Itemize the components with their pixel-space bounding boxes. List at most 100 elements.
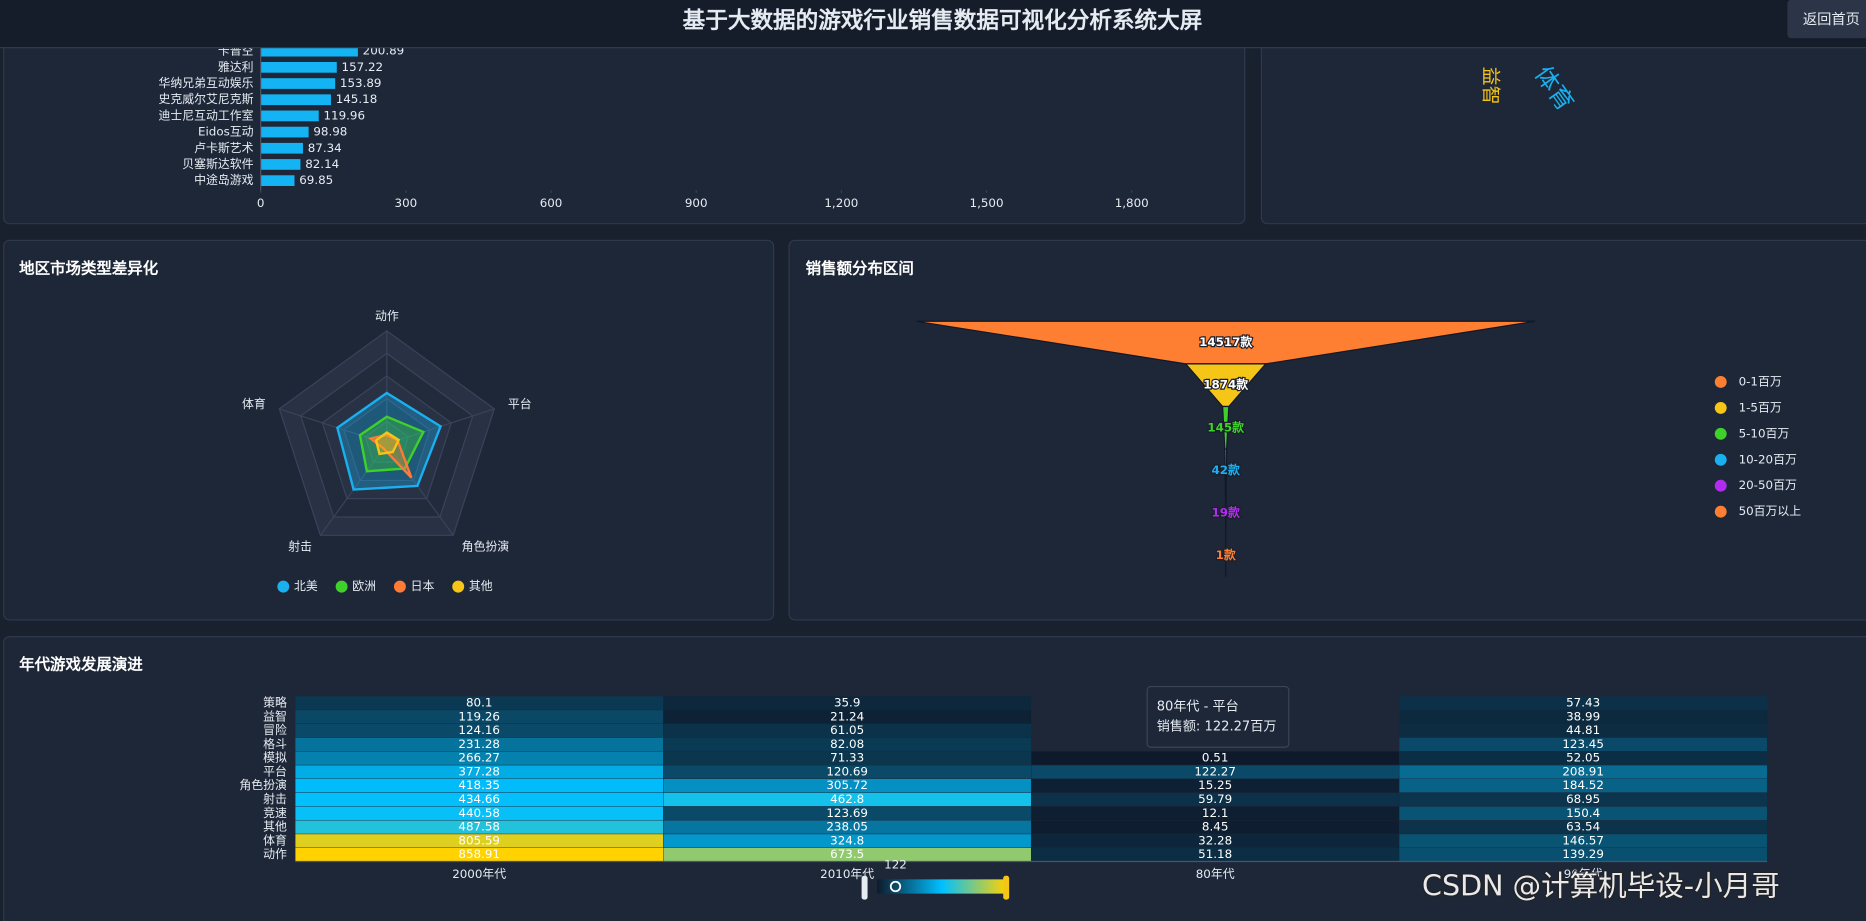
word: 益智 (1479, 67, 1501, 105)
bar (260, 110, 319, 122)
x-tick-label: 80年代 (1196, 867, 1235, 881)
bar (260, 142, 303, 154)
cell-label: 15.25 (1198, 778, 1232, 792)
y-tick-label: 贝塞斯达软件 (182, 157, 253, 171)
cell-label: 35.9 (834, 695, 860, 709)
cell-label: 146.57 (1562, 833, 1604, 847)
x-tick-label: 2000年代 (452, 867, 506, 881)
cell-label: 377.28 (458, 764, 500, 778)
y-tick-label: 角色扮演 (239, 778, 287, 792)
page-title: 基于大数据的游戏行业销售数据可视化分析系统大屏 (683, 7, 1203, 34)
legend-label: 欧洲 (352, 579, 376, 593)
radar-indicator-label: 角色扮演 (462, 539, 510, 553)
legend-marker (1714, 453, 1727, 466)
cell-label: 51.18 (1198, 847, 1232, 861)
cell-label: 21.24 (830, 709, 864, 723)
bar (260, 175, 295, 186)
cell-label: 44.81 (1566, 723, 1600, 737)
radar-indicator-label: 平台 (508, 397, 532, 411)
x-tick-label: 900 (685, 196, 708, 210)
y-tick-label: 格斗 (263, 737, 287, 751)
funnel-label: 145款 (1207, 420, 1244, 434)
cell-label: 122.27 (1194, 764, 1236, 778)
radar-area (336, 391, 443, 491)
visual-map-handle (1003, 875, 1010, 900)
tooltip-line: 80年代 - 平台 (1157, 698, 1239, 714)
y-tick-label: 模拟 (263, 751, 287, 765)
radar-indicator-label: 射击 (288, 539, 312, 553)
cell-label: 266.27 (458, 751, 500, 765)
funnel-label: 19款 (1212, 505, 1241, 519)
bar (260, 78, 336, 89)
back-button-label[interactable]: 返回首页 (1803, 11, 1860, 28)
cell-label: 139.29 (1562, 847, 1604, 861)
cell-label: 123.69 (826, 806, 868, 820)
x-tick-label: 0 (257, 196, 265, 210)
bar-value-label: 98.98 (313, 125, 347, 139)
x-tick-label: 300 (395, 196, 418, 210)
y-tick-label: 竞速 (263, 806, 287, 820)
panel-title: 销售额分布区间 (806, 258, 914, 277)
legend-marker (1714, 505, 1727, 518)
funnel-label: 14517款 (1199, 335, 1252, 349)
cell-label: 184.52 (1562, 778, 1604, 792)
cell-label: 120.69 (826, 764, 868, 778)
legend-label: 北美 (294, 579, 318, 593)
legend-marker (1714, 479, 1727, 492)
funnel-panel (788, 239, 1866, 621)
y-tick-label: 其他 (263, 820, 287, 834)
y-tick-label: 益智 (263, 709, 287, 723)
legend-label: 5-10百万 (1739, 426, 1790, 440)
watermark: CSDN @计算机毕设-小月哥 (1422, 869, 1780, 903)
funnel-label: 1874款 (1203, 378, 1248, 392)
y-tick-label: 策略 (263, 695, 287, 709)
cell-label: 208.91 (1562, 764, 1604, 778)
cell-label: 324.8 (830, 833, 864, 847)
cell-label: 82.08 (830, 737, 864, 751)
legend-label: 0-1百万 (1739, 374, 1782, 388)
bar-value-label: 157.22 (342, 60, 384, 74)
funnel-label: 1款 (1216, 548, 1236, 562)
cell-label: 32.28 (1198, 833, 1232, 847)
legend-label: 20-50百万 (1739, 478, 1797, 492)
cell-label: 462.8 (830, 792, 864, 806)
y-tick-label: 史克威尔艾尼克斯 (159, 92, 254, 106)
y-tick-label: 卢卡斯艺术 (194, 141, 253, 155)
y-tick-label: 中途岛游戏 (194, 173, 253, 187)
bar (260, 159, 301, 170)
heatmap-cell (663, 695, 1032, 711)
legend-marker (1714, 427, 1727, 440)
cell-label: 52.05 (1566, 751, 1600, 765)
x-tick-label: 600 (540, 196, 563, 210)
x-tick-label: 90年代 (1564, 867, 1603, 881)
cell-label: 238.05 (826, 820, 868, 834)
tooltip (1146, 685, 1290, 748)
cell-label: 440.58 (458, 806, 500, 820)
cell-label: 805.59 (458, 833, 500, 847)
legend-label: 1-5百万 (1739, 400, 1782, 414)
bar-value-label: 145.18 (336, 92, 378, 106)
cell-label: 487.58 (458, 820, 500, 834)
legend-marker (335, 580, 348, 593)
back-button[interactable] (1787, 0, 1866, 39)
cell-label: 673.5 (830, 847, 864, 861)
y-tick-label: 平台 (263, 764, 287, 778)
legend-label: 日本 (411, 579, 435, 593)
heatmap-cell (1398, 695, 1768, 711)
legend-label: 10-20百万 (1739, 452, 1797, 466)
visual-map-bar (877, 879, 1007, 894)
visual-map-handle (861, 875, 868, 900)
bar-value-label: 69.85 (299, 173, 333, 187)
legend-marker (277, 580, 290, 593)
bar (260, 126, 309, 138)
legend-label: 50百万以上 (1739, 504, 1802, 518)
cell-label: 59.79 (1198, 792, 1232, 806)
bar-value-label: 82.14 (305, 157, 339, 171)
cell-label: 124.16 (458, 723, 500, 737)
cell-label: 57.43 (1566, 695, 1600, 709)
cell-label: 150.4 (1566, 806, 1600, 820)
legend-marker (1714, 376, 1727, 388)
cell-label: 123.45 (1562, 737, 1604, 751)
cell-label: 434.66 (458, 792, 500, 806)
